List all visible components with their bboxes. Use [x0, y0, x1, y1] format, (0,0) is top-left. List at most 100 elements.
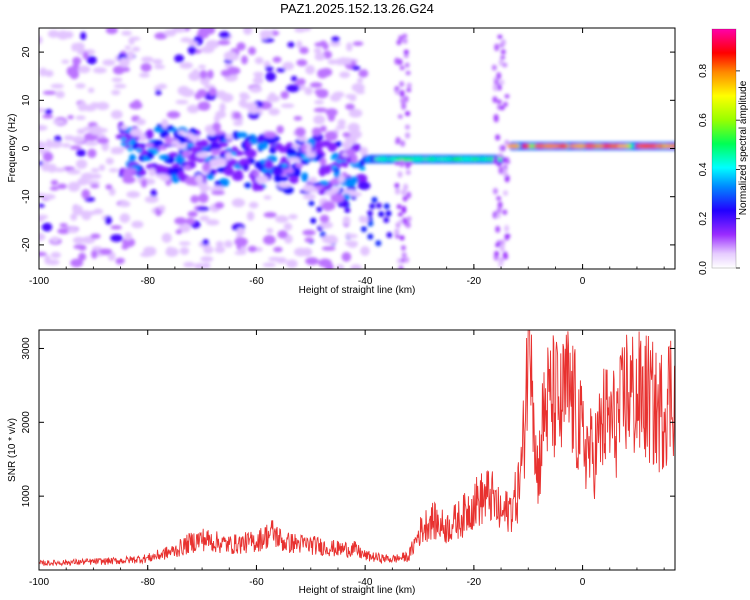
spectrogram-cell	[129, 128, 143, 137]
spectrogram-cell	[336, 264, 345, 269]
spectrogram-cell	[256, 135, 265, 143]
spectrogram-cell	[218, 142, 229, 148]
spectrogram-cell	[234, 237, 248, 247]
spectrogram-cell	[225, 152, 232, 161]
spectrogram-cell	[70, 258, 84, 268]
spectrogram-cell	[81, 236, 96, 244]
spectrogram-cell	[496, 72, 502, 80]
x-tick-label: 0	[580, 577, 586, 588]
spectrogram-cell	[271, 168, 284, 176]
spectrogram-cell	[69, 145, 82, 150]
spectrogram-cell	[44, 108, 53, 115]
spectrogram-cell	[163, 29, 177, 37]
spectrogram-cell	[249, 137, 258, 144]
spectrogram-cell	[132, 99, 141, 108]
spectrogram-cell	[320, 140, 332, 147]
spectrogram-cell	[401, 189, 407, 196]
spectrogram-cell	[96, 137, 109, 144]
spectrogram-cell	[75, 159, 88, 170]
spectrogram-cell	[263, 131, 277, 139]
spectrogram-cell	[105, 28, 118, 35]
spectrogram-cell	[78, 244, 87, 251]
spectrogram-cell	[398, 35, 404, 41]
spectrogram-cell	[96, 101, 110, 111]
spectrogram-cell	[254, 57, 264, 65]
spectrogram-cell	[131, 46, 141, 52]
spectrogram-cell	[174, 54, 185, 63]
spectrogram-cell	[97, 128, 108, 133]
spectrogram-y-axis-label: Frequency (Hz)	[7, 114, 18, 183]
spectrogram-cell	[105, 157, 114, 165]
spectrogram-cell	[120, 125, 128, 130]
spectrogram-cell	[187, 45, 197, 55]
spectrogram-cell	[495, 242, 501, 248]
spectrogram-cell	[371, 196, 378, 203]
spectrogram-cell	[378, 211, 385, 218]
spectrogram-cell	[492, 83, 498, 92]
spectrogram-cell	[544, 144, 559, 148]
spectrogram-cell	[90, 233, 101, 239]
spectrogram-cell	[395, 89, 401, 95]
spectrogram-cell	[401, 101, 407, 110]
spectrogram-cell	[302, 193, 316, 200]
spectrogram-cell	[76, 128, 86, 135]
spectrogram-cell	[248, 201, 259, 209]
spectrogram-cell	[110, 149, 124, 155]
spectrogram-cell	[283, 222, 293, 231]
spectrogram-cell	[115, 257, 124, 265]
spectrogram-cell	[227, 159, 238, 166]
spectrogram-cell	[296, 135, 308, 142]
spectrogram-cell	[572, 144, 588, 148]
spectrogram-cell	[234, 169, 243, 176]
spectrogram-cell	[39, 251, 47, 257]
spectrogram-cell	[268, 108, 280, 116]
spectrogram-cell	[84, 141, 98, 146]
spectrogram-cell	[126, 50, 135, 61]
spectrogram-cell	[93, 67, 107, 74]
spectrogram-cell	[386, 231, 393, 238]
snr-marks	[39, 330, 675, 567]
spectrogram-cell	[108, 168, 119, 173]
spectrogram-cell	[495, 134, 501, 141]
spectrogram-cell	[286, 84, 300, 93]
spectrogram-cell	[268, 92, 276, 100]
spectrogram-marks	[39, 28, 675, 269]
spectrogram-cell	[231, 198, 246, 208]
spectrogram-cell	[290, 75, 298, 82]
spectrogram-cell	[146, 150, 155, 160]
spectrogram-cell	[77, 65, 91, 74]
spectrogram-cell	[206, 174, 215, 180]
spectrogram-cell	[329, 40, 341, 47]
spectrogram-cell	[52, 119, 66, 125]
spectrogram-cell	[296, 59, 308, 67]
spectrogram-cell	[616, 144, 630, 148]
spectrogram-cell	[78, 252, 87, 261]
spectrogram-cell	[87, 87, 95, 93]
spectrogram-cell	[90, 168, 100, 173]
spectrogram-cell	[166, 246, 173, 256]
spectrogram-cell	[179, 246, 190, 255]
spectrogram-cell	[342, 140, 352, 150]
spectrogram-cell	[401, 252, 407, 258]
spectrogram-cell	[661, 144, 674, 148]
spectrogram-cell	[110, 234, 123, 242]
spectrogram-cell	[358, 69, 369, 78]
spectrogram-cell	[183, 261, 195, 268]
spectrogram-cell	[367, 220, 374, 227]
spectrogram-cell	[198, 64, 206, 70]
spectrogram-cell	[42, 114, 54, 119]
spectrogram-cell	[153, 126, 164, 133]
spectrogram-cell	[75, 115, 86, 120]
spectrogram-cell	[263, 195, 272, 200]
spectrogram-cell	[504, 94, 510, 99]
spectrogram-cell	[375, 240, 382, 247]
spectrogram-cell	[396, 39, 402, 46]
colorbar-label: Normalized spectral amplitude	[738, 80, 749, 215]
spectrogram-cell	[199, 215, 210, 222]
spectrogram-cell	[175, 143, 187, 150]
spectrogram-cell	[202, 162, 211, 172]
x-tick-label: 0	[580, 276, 586, 287]
y-tick-label: 3000	[21, 337, 32, 360]
spectrogram-cell	[241, 55, 248, 65]
spectrogram-cell	[110, 109, 123, 120]
